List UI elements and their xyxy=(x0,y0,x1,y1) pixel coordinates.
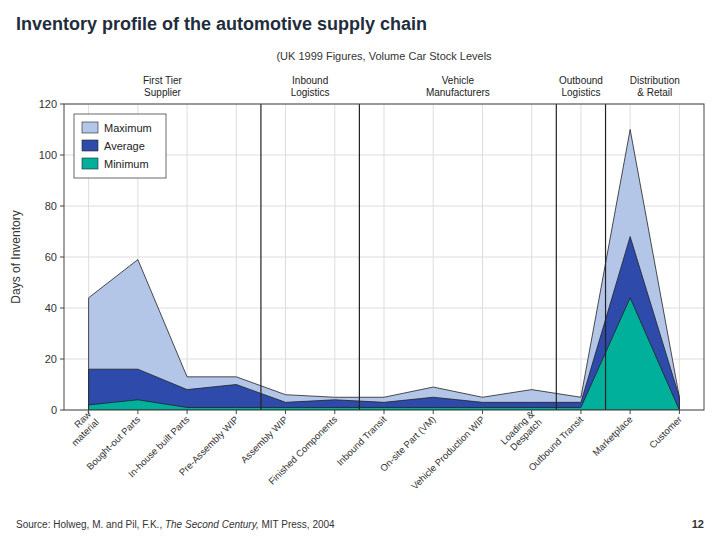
x-tick-label: Loading &Despatch xyxy=(498,408,544,454)
x-tick xyxy=(630,410,631,414)
section-label: VehicleManufacturers xyxy=(426,75,490,98)
x-grid-line xyxy=(580,104,581,410)
section-label: First TierSupplier xyxy=(143,75,183,98)
legend-label: Minimum xyxy=(104,158,149,170)
legend-label: Average xyxy=(104,140,145,152)
x-tick-label: Pre-Assembly WIP xyxy=(177,414,241,478)
y-tick-label: 120 xyxy=(39,98,57,110)
y-tick-label: 20 xyxy=(45,353,57,365)
y-tick xyxy=(60,104,64,105)
y-tick xyxy=(60,155,64,156)
footer: Source: Holweg, M. and Pil, F.K., The Se… xyxy=(16,519,335,530)
x-grid-line xyxy=(187,104,188,410)
legend-swatch xyxy=(82,122,98,133)
background xyxy=(0,0,720,540)
x-grid-line xyxy=(236,104,237,410)
x-tick xyxy=(285,410,286,414)
footer-part: MIT Press, 2004 xyxy=(259,519,335,530)
x-tick xyxy=(137,410,138,414)
x-tick xyxy=(433,410,434,414)
section-label: OutboundLogistics xyxy=(559,75,603,98)
x-grid-line xyxy=(384,104,385,410)
section-line xyxy=(359,104,360,410)
y-tick xyxy=(60,359,64,360)
y-tick-label: 60 xyxy=(45,251,57,263)
section-line xyxy=(556,104,557,410)
legend-box xyxy=(74,114,166,178)
x-grid-line xyxy=(531,104,532,410)
section-label: Distribution& Retail xyxy=(630,75,680,98)
chart: Inventory profile of the automotive supp… xyxy=(0,0,720,540)
x-tick-label: Customer xyxy=(647,414,684,451)
x-tick xyxy=(482,410,483,414)
y-tick-label: 100 xyxy=(39,149,57,161)
y-axis-label: Days of Inventory xyxy=(9,210,23,303)
x-tick-label: Outbound Transit xyxy=(526,413,586,473)
x-tick xyxy=(679,410,680,414)
x-tick xyxy=(236,410,237,414)
y-tick xyxy=(60,410,64,411)
y-tick xyxy=(60,206,64,207)
x-tick xyxy=(187,410,188,414)
x-tick-label: Marketplace xyxy=(590,414,634,458)
section-line xyxy=(605,104,606,410)
area xyxy=(89,237,680,410)
plot-frame xyxy=(64,104,704,410)
x-tick-label: Assembly WIP xyxy=(238,414,289,465)
area xyxy=(89,298,680,410)
x-grid-line xyxy=(334,104,335,410)
x-grid-line xyxy=(285,104,286,410)
x-grid-line xyxy=(482,104,483,410)
x-grid-line xyxy=(679,104,680,410)
legend-swatch xyxy=(82,158,98,169)
page-number: 12 xyxy=(692,518,704,530)
y-tick-label: 0 xyxy=(51,404,57,416)
x-tick-label: Rawmaterial xyxy=(61,409,101,449)
area xyxy=(89,130,680,411)
footer-part: The Second Century, xyxy=(165,519,259,530)
legend-label: Maximum xyxy=(104,122,152,134)
subtitle: (UK 1999 Figures, Volume Car Stock Level… xyxy=(276,50,492,62)
title: Inventory profile of the automotive supp… xyxy=(16,14,427,34)
y-tick-label: 80 xyxy=(45,200,57,212)
x-tick-label: Vehicle Production WIP xyxy=(409,414,487,492)
legend: Maximum Average Minimum xyxy=(74,114,166,178)
y-tick-label: 40 xyxy=(45,302,57,314)
x-tick xyxy=(334,410,335,414)
x-tick-label: Finished Components xyxy=(266,413,339,486)
areas xyxy=(89,130,680,411)
section-line xyxy=(260,104,261,410)
x-grid-line xyxy=(433,104,434,410)
legend-swatch xyxy=(82,140,98,151)
x-tick xyxy=(384,410,385,414)
x-tick xyxy=(580,410,581,414)
y-tick xyxy=(60,308,64,309)
sections xyxy=(261,104,606,410)
grid xyxy=(64,104,704,410)
x-tick-label: Inbound Transit xyxy=(334,413,388,467)
section-label: InboundLogistics xyxy=(291,75,330,98)
y-tick xyxy=(60,257,64,258)
footer-part: Source: Holweg, M. and Pil, F.K., xyxy=(16,519,165,530)
